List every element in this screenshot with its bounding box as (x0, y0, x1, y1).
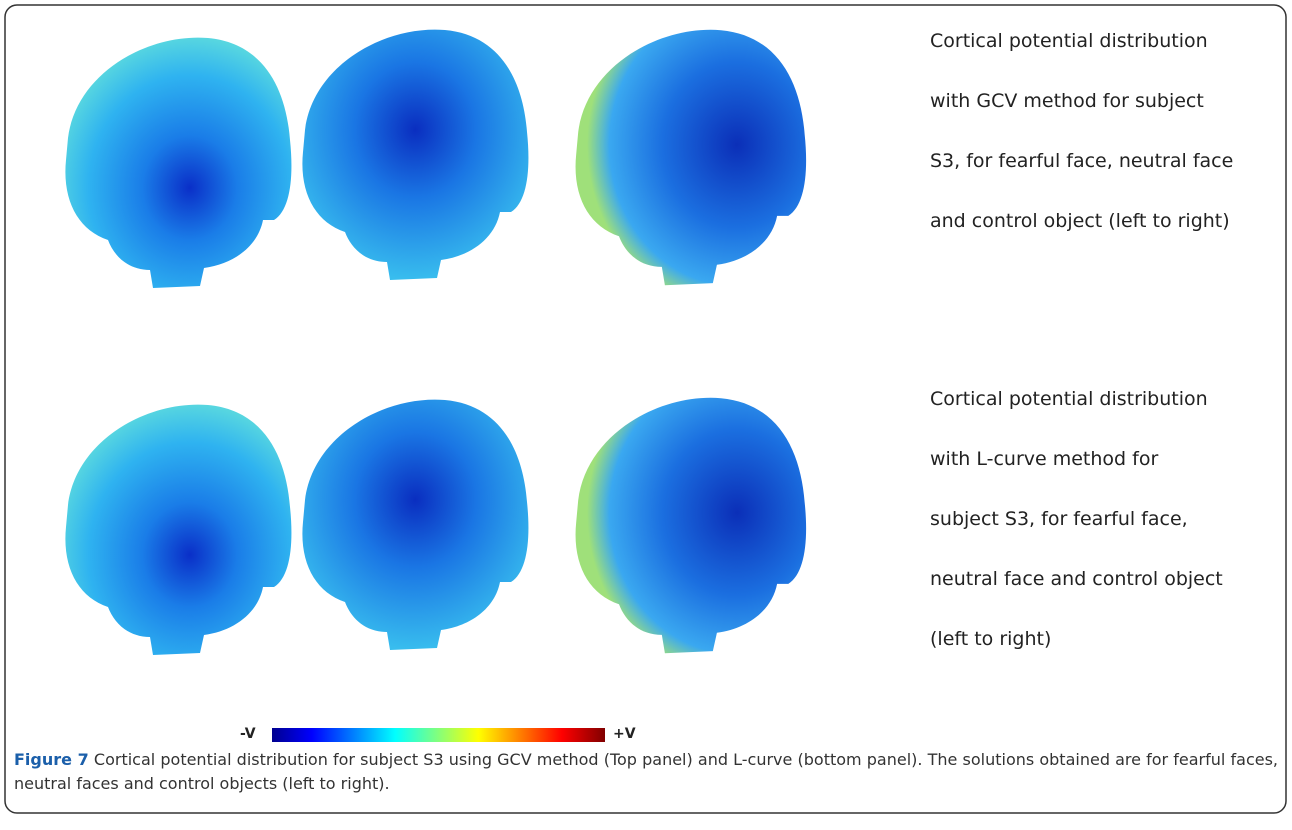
panel-text-line: with GCV method for subject (930, 90, 1204, 112)
panel-text-line: and control object (left to right) (930, 210, 1230, 232)
panel-text-line: with L-curve method for (930, 448, 1158, 470)
panel-text-line: S3, for fearful face, neutral face (930, 150, 1233, 172)
bottom-panel (65, 398, 806, 655)
colorbar-max-label: +V (613, 726, 636, 742)
figure-graphics (0, 0, 1292, 830)
panel-text-line: neutral face and control object (930, 568, 1223, 590)
top-panel (65, 30, 806, 288)
brain-map (576, 398, 807, 653)
panel-text-line: Cortical potential distribution (930, 30, 1208, 52)
brain-map (65, 405, 291, 655)
brain-map (302, 400, 528, 650)
brain-map (65, 38, 291, 288)
caption: Figure 7 Cortical potential distribution… (14, 748, 1278, 796)
panel-text-line: subject S3, for fearful face, (930, 508, 1188, 530)
colorbar-min-label: -V (240, 726, 256, 742)
colorbar (272, 728, 605, 742)
panel-text-line: (left to right) (930, 628, 1051, 650)
caption-text: Cortical potential distribution for subj… (14, 750, 1278, 793)
panel-text-line: Cortical potential distribution (930, 388, 1208, 410)
caption-label: Figure 7 (14, 750, 89, 769)
brain-map (302, 30, 528, 280)
brain-map (576, 30, 807, 285)
figure: Cortical potential distribution with GCV … (0, 0, 1292, 830)
